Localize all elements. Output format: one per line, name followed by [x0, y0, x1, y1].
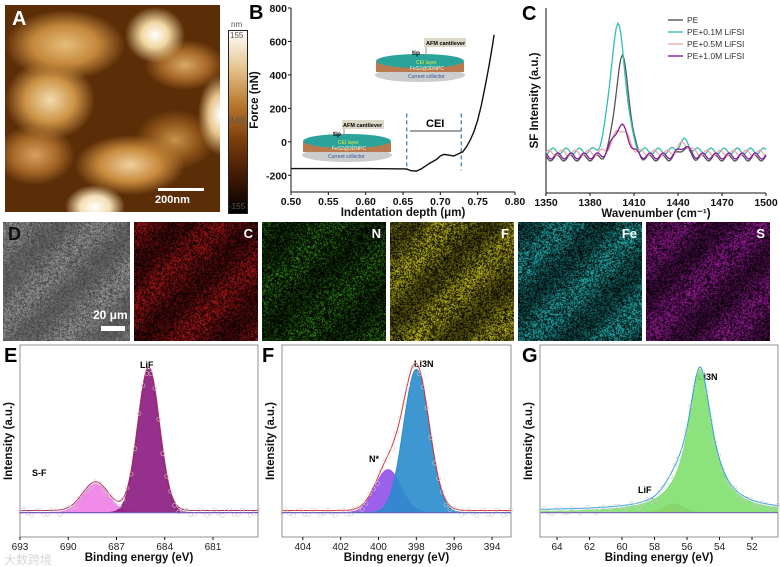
y-axis-label: Force (nN)	[249, 71, 261, 129]
panel-label-e: E	[4, 345, 17, 367]
y-axis-label: SF Intensity (a.u.)	[529, 52, 541, 148]
peak-label-n-star: N*	[369, 454, 379, 464]
panel-label-c: C	[522, 3, 536, 25]
x-tick-label: 52	[746, 542, 758, 553]
x-axis-label: Wavenumber (cm⁻¹)	[601, 208, 710, 220]
raw-data-point	[326, 508, 330, 512]
afm-inset-bottom: AFM cantilever tip CEI layer FeS2@3DNPC …	[302, 120, 392, 162]
inset-cantilever-label: AFM cantilever	[426, 41, 466, 47]
x-tick-label: 54	[714, 542, 726, 553]
x-axis-label: Binding energy (eV)	[605, 552, 714, 564]
x-tick-label: 1350	[534, 197, 558, 209]
inset-layer-label: FeS2@3DNPC	[410, 66, 444, 72]
raw-data-point	[292, 513, 296, 517]
raw-data-point	[467, 508, 471, 512]
watermark: 大数跨境	[4, 553, 52, 567]
raw-data-point	[288, 511, 292, 515]
x-axis-label: Binding energy (eV)	[85, 552, 194, 564]
raw-data-point	[220, 513, 224, 517]
x-tick-label: 0.55	[318, 196, 339, 208]
raw-data-point	[333, 513, 337, 517]
chart-f: 404 402 400 398 396 394Bindng energy (eV)Inte…	[265, 345, 513, 564]
y-tick-label: 0	[281, 137, 287, 149]
inset-tip-label: tip	[333, 131, 341, 138]
y-tick-label: -200	[266, 170, 287, 182]
inset-tip-label: tip	[412, 50, 420, 57]
plots-canvas: B C E F G AFM cantilever tip CEI layer F…	[0, 0, 780, 567]
x-axis-label: Bindng energy (eV)	[344, 552, 450, 564]
raw-data-point	[26, 511, 30, 515]
inset-layer-label: Current collector	[328, 154, 365, 160]
y-tick-label: 800	[269, 3, 287, 15]
x-tick-label: 1470	[710, 197, 734, 209]
raw-data-point	[501, 513, 505, 517]
raw-data-point	[665, 483, 669, 487]
raw-data-point	[475, 513, 479, 517]
x-tick-label: 693	[12, 542, 29, 553]
raw-data-point	[236, 513, 240, 517]
y-tick-label: 600	[269, 36, 287, 48]
x-tick-label: 0.75	[467, 196, 488, 208]
panel-label-b: B	[249, 2, 263, 24]
chart-b: 0.50 0.55 0.60 0.65 0.70 0.75 0.80 -200 0 200 400 6…	[249, 3, 525, 219]
inset-layer-label: Current collector	[408, 74, 445, 80]
raw-data-point	[586, 505, 590, 509]
y-axis-label: Intensity (a.u.)	[3, 402, 15, 480]
raw-data-point	[490, 513, 494, 517]
legend-label: PE+1.0M LiFSI	[687, 51, 744, 61]
x-tick-label: 1380	[578, 197, 602, 209]
raw-data-point	[22, 508, 26, 512]
raw-data-point	[284, 508, 288, 512]
y-axis-label: Intensity (a.u.)	[523, 402, 535, 480]
cei-annotation: CEI	[426, 118, 444, 130]
raw-data-point	[252, 511, 256, 515]
x-tick-label: 0.50	[281, 196, 302, 208]
legend-label: PE+0.5M LiFSI	[687, 39, 744, 49]
inset-cantilever-label: AFM cantilever	[343, 123, 383, 129]
x-tick-label: 62	[584, 542, 596, 553]
chart-c: 1350 1380 1410 1440 1470 1500Wavenumber (cm⁻¹…	[529, 8, 778, 220]
x-tick-label: 394	[484, 542, 501, 553]
inset-layer-label: FeS2@3DNPC	[332, 146, 366, 152]
raw-data-point	[459, 513, 463, 517]
chart-g: 64 62 60 58 56 54 52Binding energy (eV)Intensi…	[523, 345, 780, 564]
raw-data-point	[58, 513, 62, 517]
peak-label-lif: LiF	[638, 485, 652, 495]
y-tick-label: 200	[269, 103, 287, 115]
raw-data-point	[204, 513, 208, 517]
x-tick-label: 0.80	[505, 196, 526, 208]
peak-label-s-f: S-F	[32, 468, 47, 478]
y-tick-label: 400	[269, 70, 287, 82]
raw-data-point	[212, 508, 216, 512]
panel-label-g: G	[522, 345, 538, 367]
panel-label-f: F	[262, 345, 274, 367]
x-axis-label: Indentation depth (μm)	[341, 207, 466, 219]
x-tick-label: 404	[294, 542, 311, 553]
x-tick-label: 1500	[754, 197, 778, 209]
raw-data-point	[248, 513, 252, 517]
x-tick-label: 681	[205, 542, 222, 553]
y-axis-label: Intensity (a.u.)	[265, 402, 277, 480]
series-line	[546, 55, 766, 161]
raw-data-point	[42, 513, 46, 517]
legend-label: PE	[687, 15, 699, 25]
afm-inset-top: AFM cantilever tip CEI layer FeS2@3DNPC …	[375, 38, 466, 82]
peak-fill	[282, 369, 511, 512]
raw-data-point	[303, 513, 307, 517]
raw-data-point	[30, 513, 34, 517]
x-tick-label: 690	[60, 542, 77, 553]
legend-label: PE+0.1M LiFSI	[687, 27, 744, 37]
raw-data-point	[318, 513, 322, 517]
raw-data-point	[189, 513, 193, 517]
raw-data-point	[542, 507, 546, 511]
peak-fill	[20, 369, 258, 512]
x-tick-label: 64	[551, 542, 563, 553]
raw-data-point	[505, 511, 509, 515]
chart-e: 693 690 687 684 681 Binding energy (eV) Intens…	[3, 345, 260, 564]
envelope-line	[540, 367, 778, 509]
raw-data-point	[402, 402, 406, 406]
